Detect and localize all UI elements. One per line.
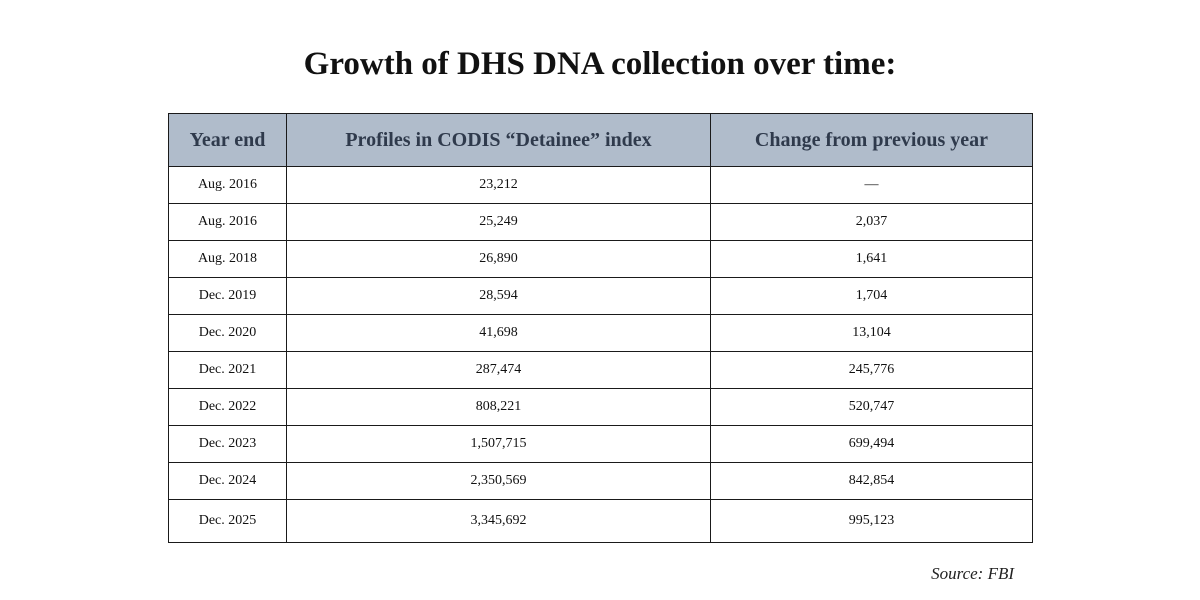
table-row: Dec. 2019 28,594 1,704 — [168, 277, 1033, 315]
source-note: Source: FBI — [931, 564, 1014, 583]
cell-profiles: 1,507,715 — [286, 425, 711, 463]
cell-change: 1,704 — [710, 277, 1033, 315]
cell-year-end: Aug. 2018 — [168, 240, 287, 278]
cell-profiles: 3,345,692 — [286, 499, 711, 543]
column-header-year-end: Year end — [168, 113, 287, 167]
cell-year-end: Dec. 2020 — [168, 314, 287, 352]
cell-year-end: Dec. 2021 — [168, 351, 287, 389]
table-row: Dec. 2023 1,507,715 699,494 — [168, 425, 1033, 463]
table-row: Aug. 2018 26,890 1,641 — [168, 240, 1033, 278]
cell-change: 245,776 — [710, 351, 1033, 389]
column-header-profiles: Profiles in CODIS “Detainee” index — [286, 113, 711, 167]
cell-year-end: Dec. 2023 — [168, 425, 287, 463]
cell-profiles: 23,212 — [286, 166, 711, 204]
cell-change: 13,104 — [710, 314, 1033, 352]
table-row: Aug. 2016 23,212 — — [168, 166, 1033, 204]
table-row: Dec. 2020 41,698 13,104 — [168, 314, 1033, 352]
cell-change: — — [710, 166, 1033, 204]
cell-change: 995,123 — [710, 499, 1033, 543]
cell-profiles: 25,249 — [286, 203, 711, 241]
cell-change: 1,641 — [710, 240, 1033, 278]
cell-profiles: 26,890 — [286, 240, 711, 278]
cell-change: 699,494 — [710, 425, 1033, 463]
column-header-change: Change from previous year — [710, 113, 1033, 167]
table-row: Dec. 2025 3,345,692 995,123 — [168, 499, 1033, 543]
cell-year-end: Aug. 2016 — [168, 203, 287, 241]
cell-profiles: 2,350,569 — [286, 462, 711, 500]
table-row: Aug. 2016 25,249 2,037 — [168, 203, 1033, 241]
cell-year-end: Dec. 2019 — [168, 277, 287, 315]
table-header-row: Year end Profiles in CODIS “Detainee” in… — [168, 113, 1033, 167]
page-title: Growth of DHS DNA collection over time: — [303, 46, 897, 82]
cell-change: 2,037 — [710, 203, 1033, 241]
cell-year-end: Dec. 2022 — [168, 388, 287, 426]
cell-profiles: 28,594 — [286, 277, 711, 315]
cell-profiles: 41,698 — [286, 314, 711, 352]
cell-profiles: 808,221 — [286, 388, 711, 426]
table-row: Dec. 2022 808,221 520,747 — [168, 388, 1033, 426]
cell-profiles: 287,474 — [286, 351, 711, 389]
cell-year-end: Dec. 2025 — [168, 499, 287, 543]
cell-year-end: Dec. 2024 — [168, 462, 287, 500]
cell-change: 520,747 — [710, 388, 1033, 426]
data-table: Year end Profiles in CODIS “Detainee” in… — [168, 113, 1033, 543]
table-row: Dec. 2021 287,474 245,776 — [168, 351, 1033, 389]
cell-year-end: Aug. 2016 — [168, 166, 287, 204]
cell-change: 842,854 — [710, 462, 1033, 500]
table-row: Dec. 2024 2,350,569 842,854 — [168, 462, 1033, 500]
